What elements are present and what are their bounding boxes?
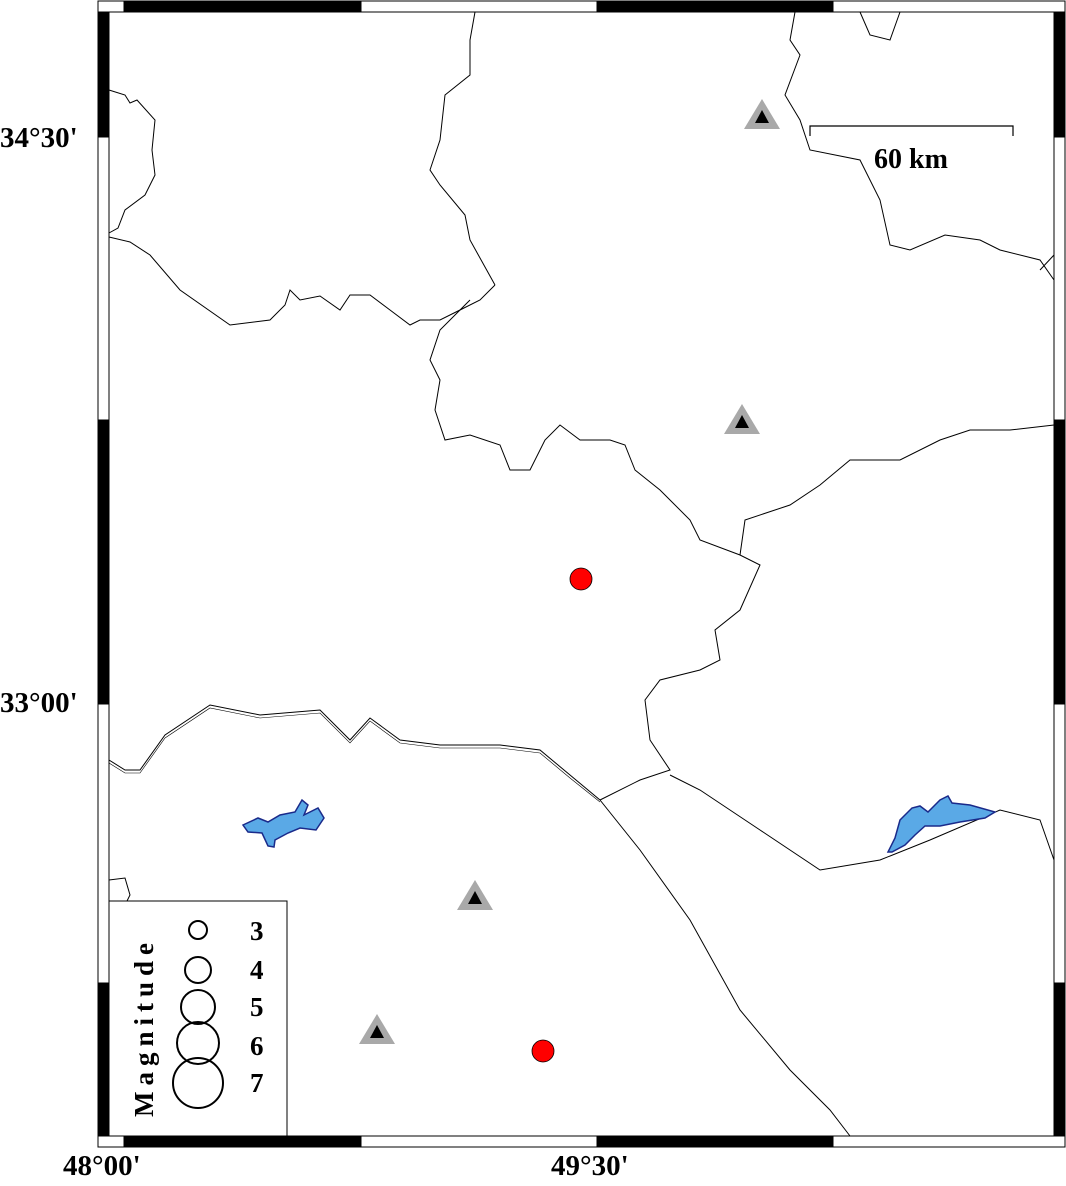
- scale-bar-label: 60 km: [874, 144, 948, 175]
- legend-label: 5: [250, 992, 264, 1022]
- lakes: [241, 795, 997, 853]
- legend-title: Magnitude: [129, 937, 159, 1117]
- legend: Magnitude 3 4 5 6 7: [108, 900, 288, 1137]
- station-marker: [744, 99, 780, 129]
- legend-circle: [188, 920, 208, 940]
- legend-label: 3: [250, 916, 264, 946]
- scale-bar: [809, 125, 1014, 136]
- legend-label: 7: [250, 1068, 264, 1098]
- legend-circle: [172, 1057, 224, 1109]
- lon-label-49-30: 49°30': [551, 1150, 629, 1182]
- events: [531, 567, 593, 1063]
- province-borders: [108, 11, 1055, 1137]
- lat-label-33-00: 33°00': [0, 687, 78, 719]
- station-marker: [724, 404, 760, 434]
- event-marker: [569, 567, 593, 591]
- legend-label: 6: [250, 1031, 264, 1061]
- legend-circle: [176, 1021, 220, 1065]
- event-marker: [531, 1039, 555, 1063]
- legend-circle: [180, 989, 216, 1025]
- legend-circle: [184, 956, 212, 984]
- lat-label-34-30: 34°30': [0, 122, 78, 154]
- station-marker: [359, 1014, 395, 1044]
- legend-label: 4: [250, 955, 264, 985]
- stations: [359, 99, 780, 1044]
- lake-west: [241, 798, 325, 848]
- lake-east: [886, 795, 997, 853]
- station-marker: [457, 880, 493, 910]
- lon-label-48-00: 48°00': [63, 1150, 141, 1182]
